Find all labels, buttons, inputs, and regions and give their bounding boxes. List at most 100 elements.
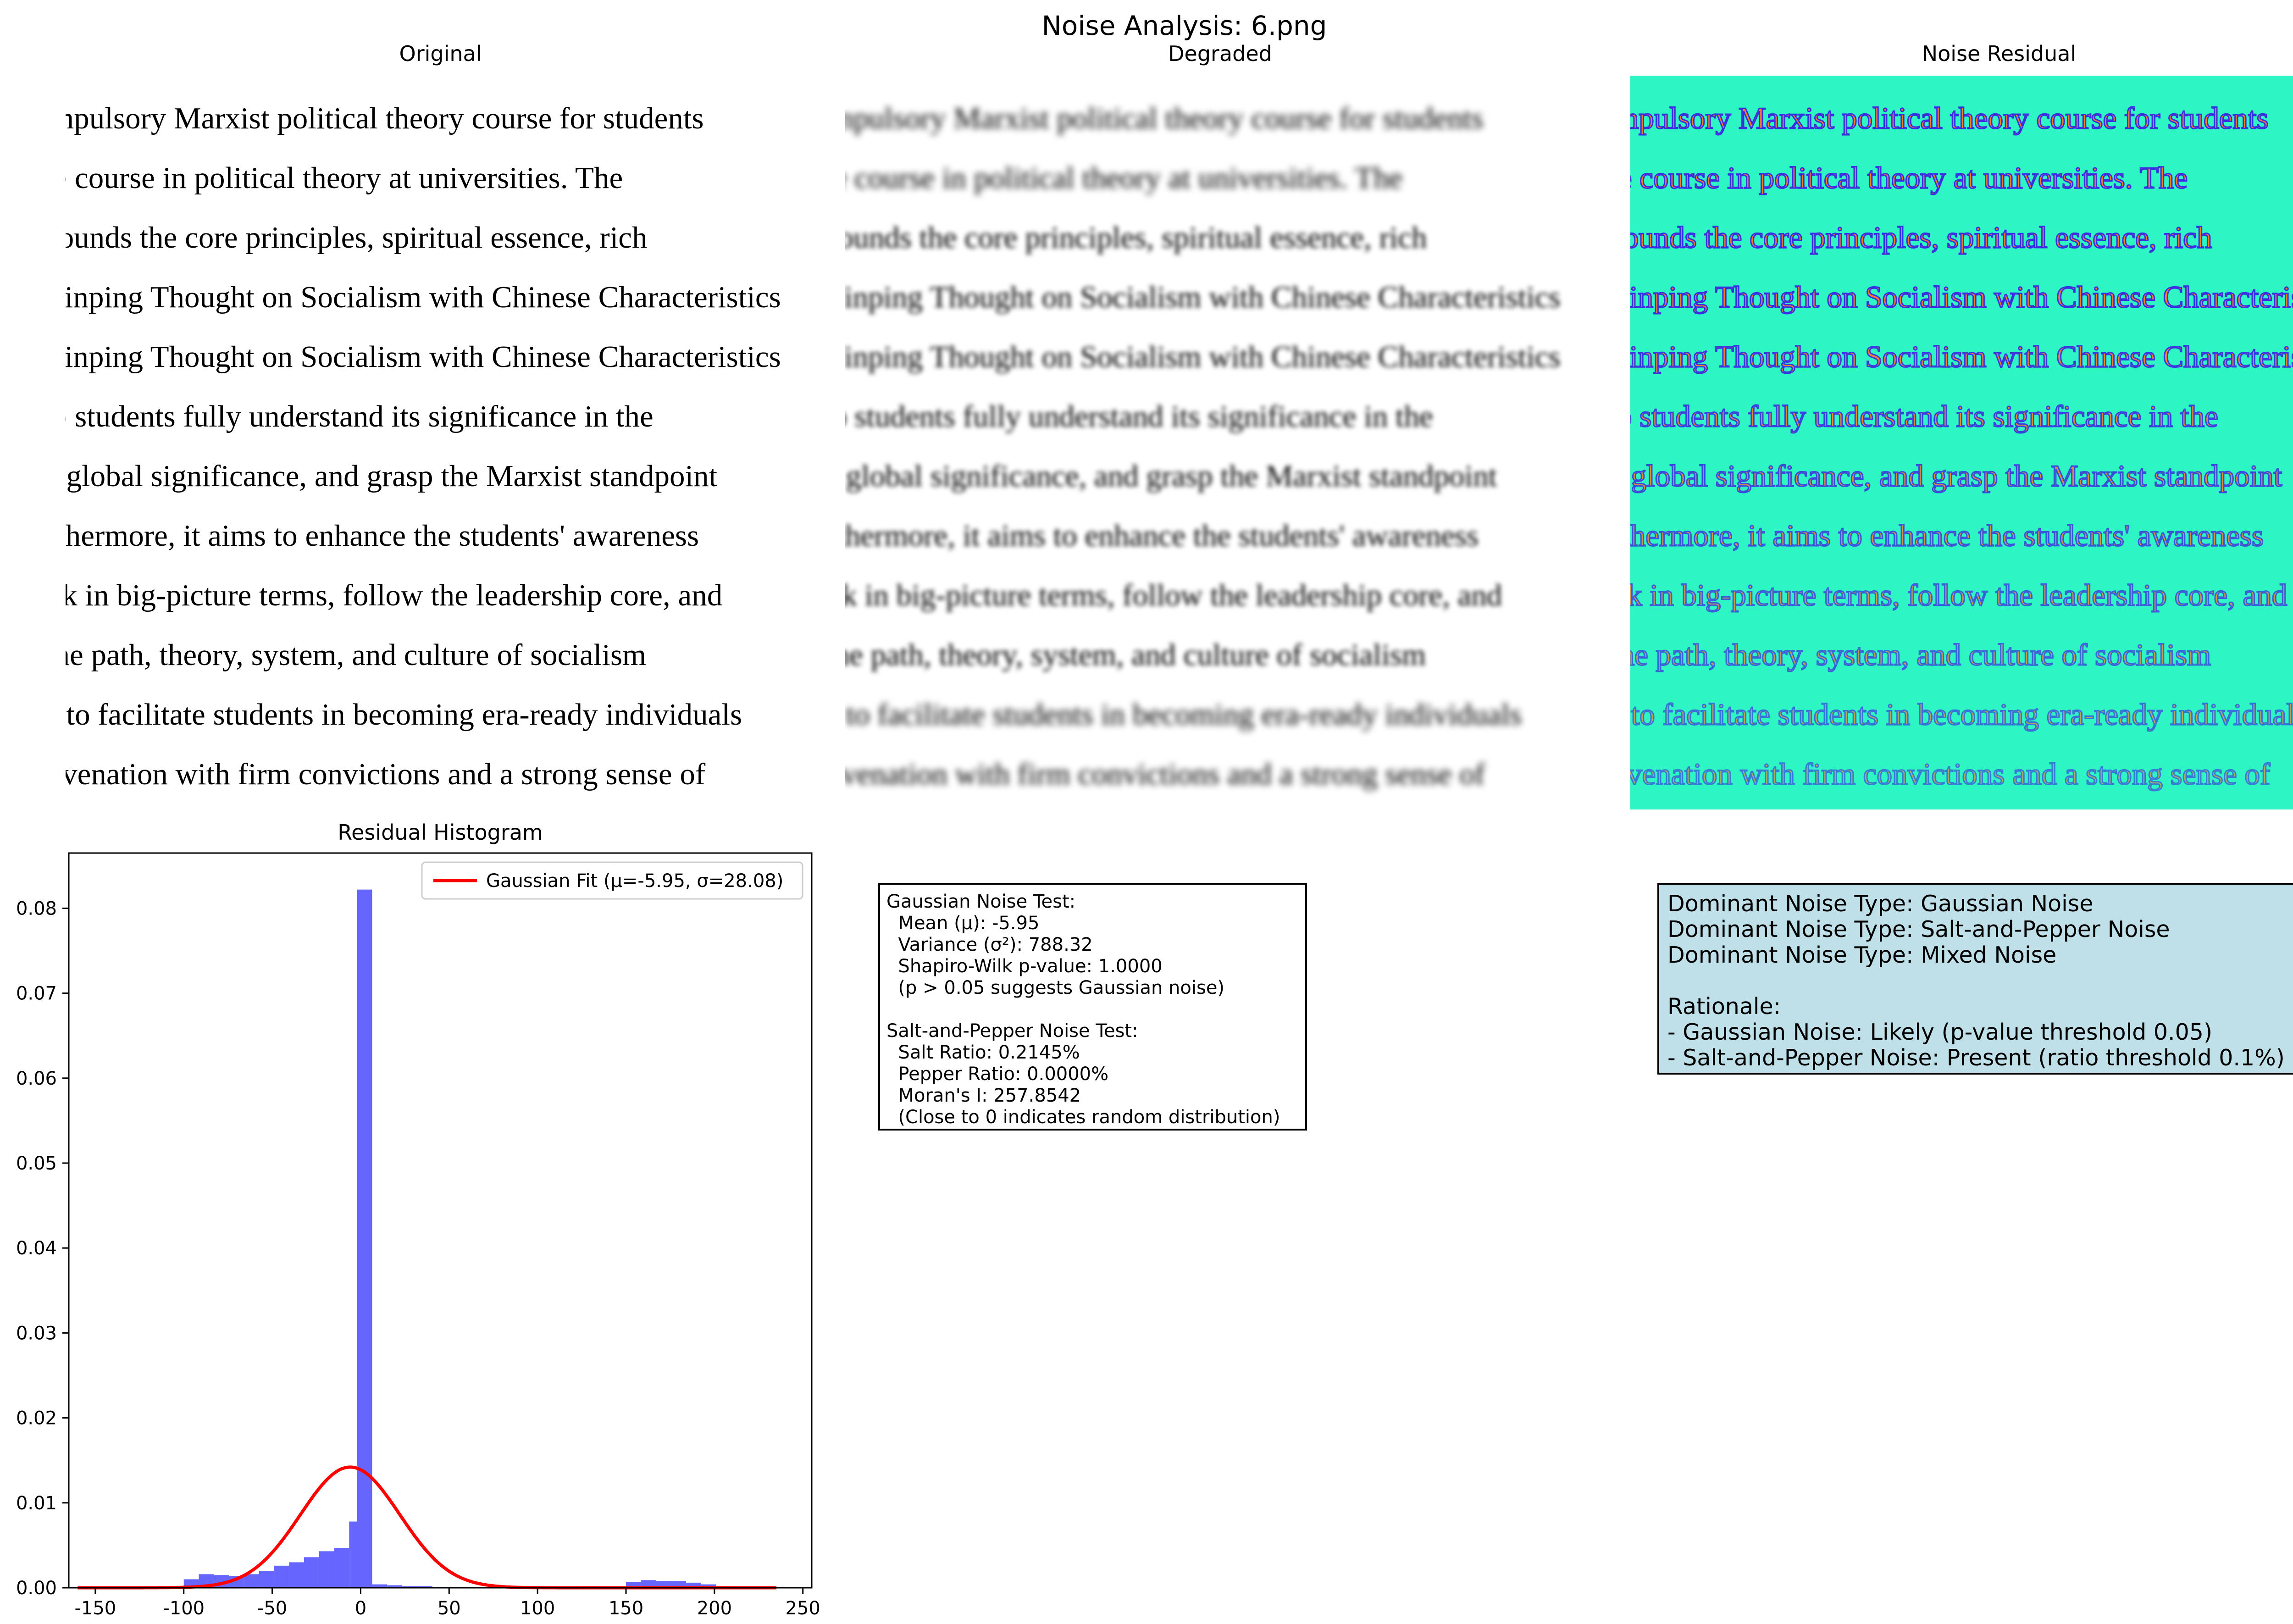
textbox-line [886, 999, 1299, 1020]
textbox-line: Gaussian Noise Test: [886, 891, 1076, 912]
y-tick-label: 0.02 [16, 1408, 57, 1429]
noise-test-stats-box: Gaussian Noise Test: Mean (μ): -5.95 Var… [878, 883, 1307, 1131]
figure-title: Noise Analysis: 6.png [1041, 10, 1327, 41]
textbox-line: (Close to 0 indicates random distributio… [886, 1107, 1280, 1128]
document-line: Compulsory Marxist political theory cour… [845, 101, 1484, 135]
histogram-bar [402, 1586, 417, 1588]
document-line: core course in political theory at unive… [1630, 161, 2188, 196]
document-line: and global significance, and grasp the M… [1630, 459, 2283, 494]
document-line: Compulsory Marxist political theory cour… [1630, 101, 2269, 136]
textbox-line: Salt Ratio: 0.2145% [886, 1042, 1080, 1063]
x-tick-label: 150 [609, 1598, 643, 1619]
document-line: and to facilitate students in becoming e… [1630, 697, 2293, 732]
x-tick-label: 50 [438, 1598, 461, 1619]
noise-residual-image-panel: Compulsory Marxist political theory cour… [1630, 76, 2293, 809]
document-line: and to facilitate students in becoming e… [845, 698, 1522, 732]
textbox-line: Variance (σ²): 788.32 [886, 934, 1093, 955]
textbox-line: Dominant Noise Type: Mixed Noise [1667, 942, 2057, 968]
document-line: in the path, theory, system, and culture… [845, 638, 1426, 672]
document-line: and global significance, and grasp the M… [66, 459, 718, 493]
x-tick-label: 250 [786, 1598, 820, 1619]
document-line: Compulsory Marxist political theory cour… [66, 101, 704, 135]
textbox-line [1667, 968, 2293, 994]
document-line: Xi Jinping Thought on Socialism with Chi… [1630, 339, 2293, 375]
textbox-line: - Gaussian Noise: Likely (p-value thresh… [1667, 1019, 2213, 1045]
histogram-bar [304, 1557, 319, 1588]
document-line: expounds the core principles, spiritual … [66, 221, 648, 255]
histogram-bar [319, 1551, 334, 1588]
document-line: Xi Jinping Thought on Socialism with Chi… [66, 340, 781, 374]
textbox-line: (p > 0.05 suggests Gaussian noise) [886, 977, 1225, 998]
document-line: Xi Jinping Thought on Socialism with Chi… [845, 340, 1561, 374]
document-line: in the path, theory, system, and culture… [66, 638, 647, 672]
noise-verdict-box: Dominant Noise Type: Gaussian Noise Domin… [1657, 883, 2293, 1075]
y-tick-label: 0.05 [16, 1153, 57, 1174]
histogram-bar [671, 1581, 687, 1588]
textbox-line: Dominant Noise Type: Salt-and-Pepper Noi… [1667, 916, 2170, 942]
y-tick-label: 0.08 [16, 898, 57, 919]
residual-histogram-chart: -150 -100 -50 0 50 100 150 200 250 0.00 0.01 0.02 0.… [16, 852, 820, 1619]
y-tick-label: 0.03 [16, 1323, 57, 1344]
x-tick-label: 0 [355, 1598, 366, 1619]
histogram-title: Residual Histogram [338, 820, 543, 845]
degraded-image-panel: Compulsory Marxist political theory cour… [845, 76, 1595, 809]
plot-frame [68, 852, 813, 1589]
histogram-bar [274, 1565, 289, 1588]
document-line: and global significance, and grasp the M… [845, 459, 1497, 493]
histogram-bar [656, 1581, 671, 1588]
histogram-bar [259, 1570, 274, 1588]
document-line: Furthermore, it aims to enhance the stud… [1630, 518, 2265, 554]
x-tick-label: 100 [520, 1598, 555, 1619]
textbox-line: Dominant Noise Type: Gaussian Noise [1667, 891, 2094, 917]
document-line: think in big-picture terms, follow the l… [66, 578, 723, 612]
document-line: core course in political theory at unive… [845, 161, 1403, 195]
x-tick-label: -100 [163, 1598, 205, 1619]
residual-panel-title: Noise Residual [1922, 41, 2077, 66]
document-line: rejuvenation with firm convictions and a… [845, 757, 1485, 791]
document-line: and to facilitate students in becoming e… [66, 698, 742, 732]
textbox-line: Pepper Ratio: 0.0000% [886, 1064, 1109, 1085]
textbox-line: Salt-and-Pepper Noise Test: [886, 1020, 1138, 1042]
y-tick-label: 0.06 [16, 1068, 57, 1089]
document-line: in the path, theory, system, and culture… [1630, 637, 2212, 673]
histogram-bar [701, 1584, 716, 1588]
document-line: Furthermore, it aims to enhance the stud… [66, 519, 699, 553]
original-panel-title: Original [399, 41, 482, 66]
document-line: Furthermore, it aims to enhance the stud… [845, 519, 1479, 553]
document-line: help students fully understand its signi… [1630, 399, 2219, 434]
document-line: help students fully understand its signi… [66, 399, 654, 433]
document-line: think in big-picture terms, follow the l… [845, 578, 1502, 612]
x-tick-label: -50 [257, 1598, 287, 1619]
y-tick-label: 0.00 [16, 1578, 57, 1599]
document-line: Xi Jinping Thought on Socialism with Chi… [66, 280, 781, 314]
document-line: rejuvenation with firm convictions and a… [1630, 757, 2271, 792]
histogram-bar [244, 1574, 259, 1588]
textbox-line: - Salt-and-Pepper Noise: Present (ratio … [1667, 1045, 2285, 1071]
textbox-line: Rationale: [1667, 993, 1781, 1020]
histogram-bar [334, 1547, 349, 1588]
document-line: rejuvenation with firm convictions and a… [66, 757, 706, 791]
y-tick-label: 0.04 [16, 1238, 57, 1259]
document-line: core course in political theory at unive… [66, 161, 623, 195]
legend-label: Gaussian Fit (μ=-5.95, σ=28.08) [486, 870, 783, 892]
histogram-bar [372, 1584, 388, 1588]
document-line: help students fully understand its signi… [845, 399, 1433, 433]
degraded-panel-title: Degraded [1168, 41, 1272, 66]
y-tick-label: 0.01 [16, 1493, 57, 1514]
histogram-bar [357, 889, 372, 1588]
textbox-line: Mean (μ): -5.95 [886, 913, 1040, 934]
histogram-bar [641, 1580, 656, 1588]
histogram-bar [686, 1582, 701, 1588]
legend-box [421, 861, 803, 900]
document-line: Xi Jinping Thought on Socialism with Chi… [1630, 280, 2293, 315]
textbox-line: Shapiro-Wilk p-value: 1.0000 [886, 956, 1163, 977]
original-image-panel: Compulsory Marxist political theory cour… [66, 76, 815, 809]
document-line: think in big-picture terms, follow the l… [1630, 578, 2288, 613]
x-tick-label: 200 [697, 1598, 732, 1619]
gaussian-fit-line [78, 1465, 776, 1590]
y-tick-label: 0.07 [16, 983, 57, 1004]
histogram-bar [417, 1586, 432, 1588]
document-line: expounds the core principles, spiritual … [1630, 220, 2213, 255]
histogram-bar [289, 1562, 304, 1588]
textbox-line: Moran's I: 257.8542 [886, 1085, 1081, 1106]
